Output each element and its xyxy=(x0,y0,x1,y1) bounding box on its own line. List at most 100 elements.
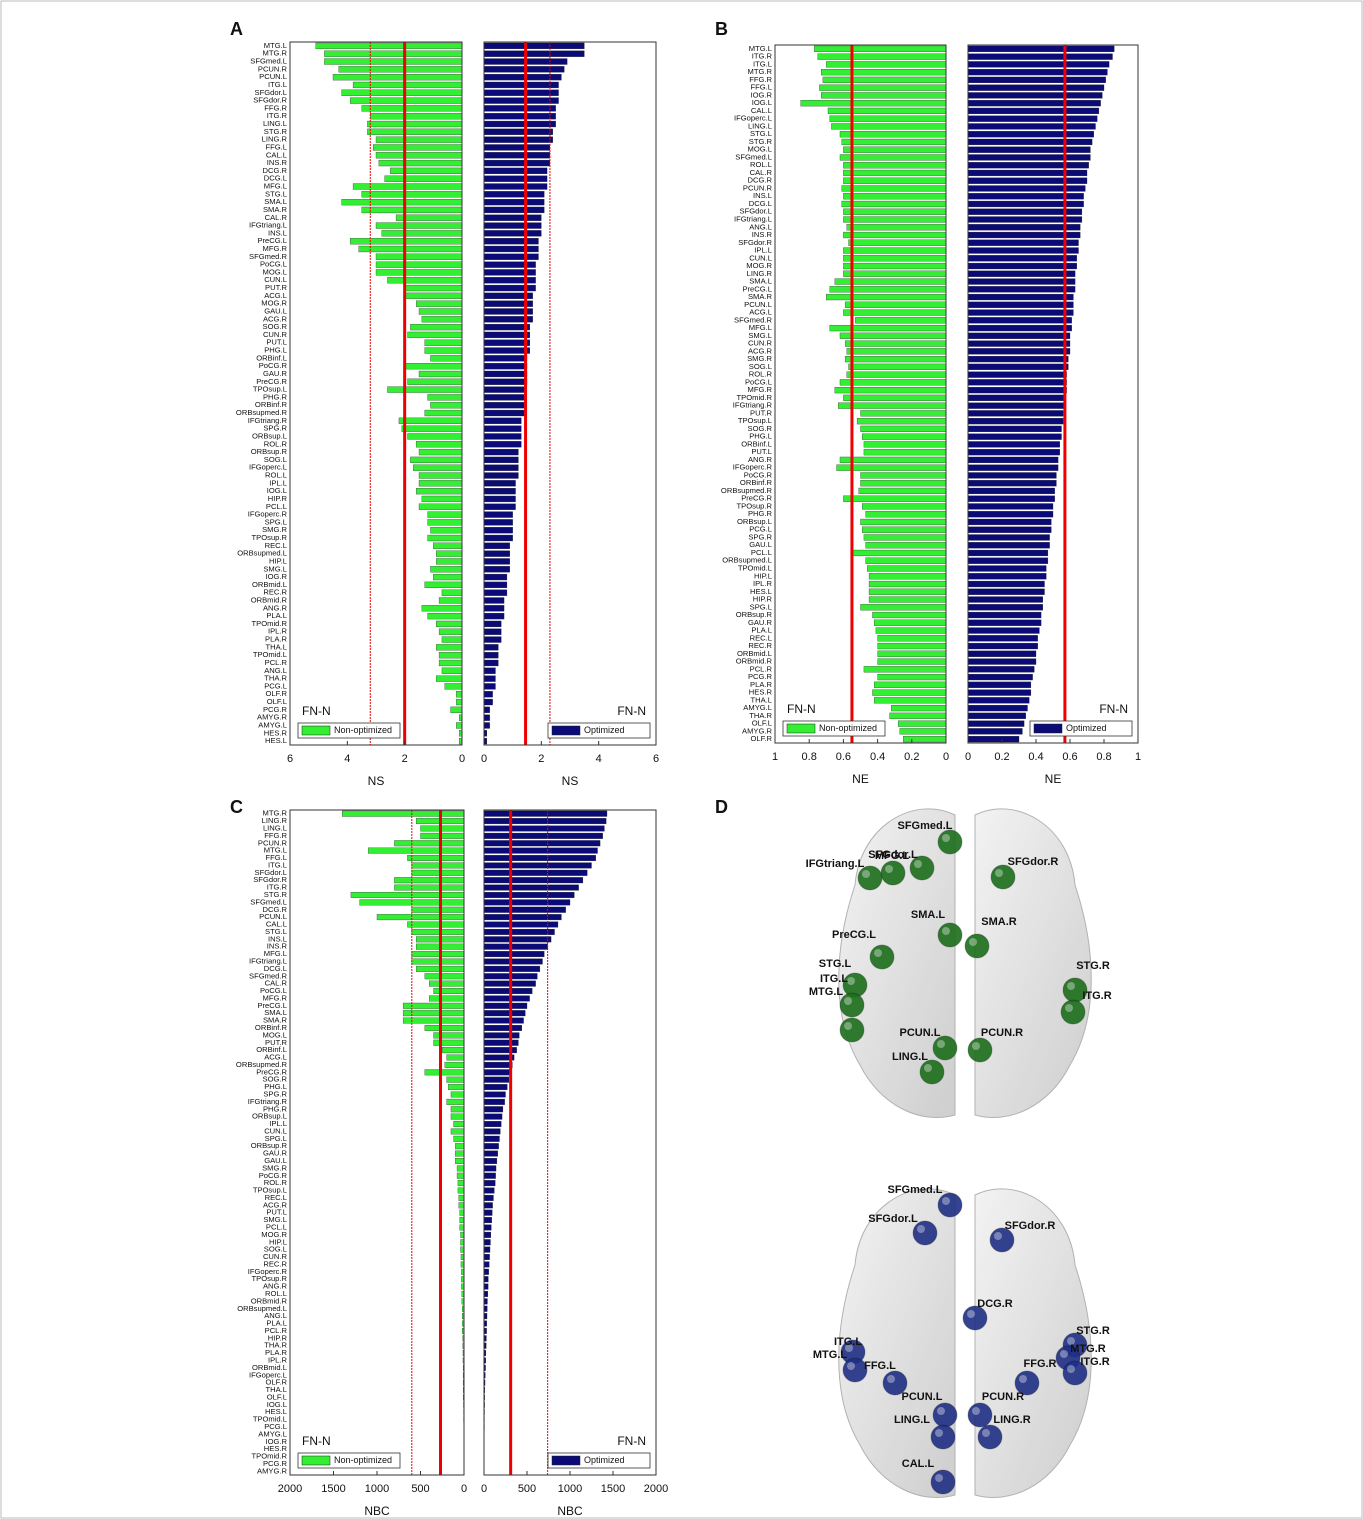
bar xyxy=(384,175,463,182)
bar xyxy=(483,818,607,825)
x-tick-label: 4 xyxy=(596,753,602,765)
bar xyxy=(459,1224,465,1231)
bar xyxy=(483,1025,522,1031)
category-label: ACG.R xyxy=(748,346,773,355)
node-highlight xyxy=(942,927,950,935)
category-label: ORBinf.R xyxy=(255,1023,288,1032)
legend-label: Optimized xyxy=(584,725,625,735)
category-label: SOG.L xyxy=(264,1245,287,1254)
bar xyxy=(456,698,463,706)
bar xyxy=(967,557,1049,564)
bar xyxy=(843,177,947,184)
bar xyxy=(967,526,1052,533)
bar xyxy=(483,472,519,479)
brain-node xyxy=(909,855,935,881)
bar xyxy=(483,214,542,221)
category-label: PoCG.R xyxy=(259,1171,288,1180)
bar xyxy=(858,487,947,495)
category-label: ITG.R xyxy=(267,883,288,892)
bar xyxy=(483,1039,519,1046)
x-tick-label: 500 xyxy=(518,1483,536,1495)
bar xyxy=(831,123,947,130)
bar xyxy=(967,441,1060,448)
x-tick-label: 0 xyxy=(481,753,487,765)
bar xyxy=(856,418,947,425)
category-label: AMYG.L xyxy=(743,703,772,712)
bar xyxy=(456,722,463,729)
legend-swatch xyxy=(301,725,331,736)
category-label: AMYG.L xyxy=(258,1429,287,1438)
x-tick-label: 2 xyxy=(538,753,544,765)
bar xyxy=(483,1254,490,1260)
bar xyxy=(483,534,513,542)
bar xyxy=(860,425,947,432)
bar xyxy=(367,128,463,135)
node-label: FFG.R xyxy=(1024,1358,1057,1370)
bar xyxy=(483,810,608,817)
bar xyxy=(483,277,536,284)
category-label: SFGmed.R xyxy=(249,252,287,261)
category-label: SFGmed.R xyxy=(734,315,772,324)
node-highlight xyxy=(969,938,977,946)
x-axis-label: NBC xyxy=(557,1504,583,1518)
x-axis-label: NS xyxy=(562,774,579,788)
x-tick-label: 6 xyxy=(287,753,293,765)
bar xyxy=(967,580,1045,588)
bar xyxy=(483,402,525,409)
category-label: PUT.R xyxy=(265,1038,287,1047)
bar xyxy=(375,222,463,229)
category-label: IFGtriang.L xyxy=(249,221,287,230)
category-label: PLA.R xyxy=(750,680,772,689)
bar xyxy=(967,596,1043,603)
category-label: ORBmid.L xyxy=(737,649,772,658)
x-tick-label: 1500 xyxy=(321,1483,345,1495)
node-label: SFGmed.L xyxy=(887,1184,942,1196)
bar xyxy=(483,995,530,1002)
bar xyxy=(407,855,465,861)
bar xyxy=(483,620,502,628)
category-label: HIP.R xyxy=(753,595,773,604)
bar xyxy=(483,128,553,135)
bar xyxy=(483,199,545,206)
bar xyxy=(456,1165,465,1172)
category-label: SPG.R xyxy=(263,1089,287,1098)
bar xyxy=(483,943,548,950)
category-label: MOG.L xyxy=(263,267,287,276)
category-label: LING.L xyxy=(263,823,287,832)
bar xyxy=(411,928,465,935)
bar xyxy=(444,1061,465,1068)
bar xyxy=(427,519,463,526)
bar xyxy=(460,1239,465,1246)
bar xyxy=(843,247,947,254)
annotation: FN-N xyxy=(1099,702,1128,716)
category-label: GAU.R xyxy=(748,618,773,627)
category-label: PCL.L xyxy=(266,502,287,511)
bar xyxy=(483,1187,495,1194)
bar xyxy=(483,1032,520,1039)
category-label: IPL.L xyxy=(754,246,772,255)
category-label: ITG.L xyxy=(753,59,772,68)
bar xyxy=(863,449,947,456)
bar xyxy=(967,371,1067,378)
category-label: INS.R xyxy=(267,158,288,167)
category-label: ITG.R xyxy=(752,52,773,61)
bar xyxy=(843,231,947,239)
category-label: ORBsupmed.L xyxy=(722,556,772,565)
bar xyxy=(877,650,947,657)
bar xyxy=(967,146,1091,153)
bar xyxy=(370,113,463,120)
bar xyxy=(839,131,947,138)
bar xyxy=(418,308,463,315)
bar xyxy=(483,1291,489,1297)
category-label: SOG.L xyxy=(749,362,772,371)
plot-frame xyxy=(483,41,657,746)
category-label: TPOsup.L xyxy=(253,385,287,394)
bar xyxy=(457,1180,465,1187)
bar xyxy=(456,1172,465,1179)
bar xyxy=(483,698,493,706)
bar xyxy=(967,45,1115,52)
bar xyxy=(483,1017,524,1024)
category-label: OLF.R xyxy=(265,689,287,698)
category-label: ITG.R xyxy=(267,111,288,120)
x-tick-label: 4 xyxy=(344,753,350,765)
